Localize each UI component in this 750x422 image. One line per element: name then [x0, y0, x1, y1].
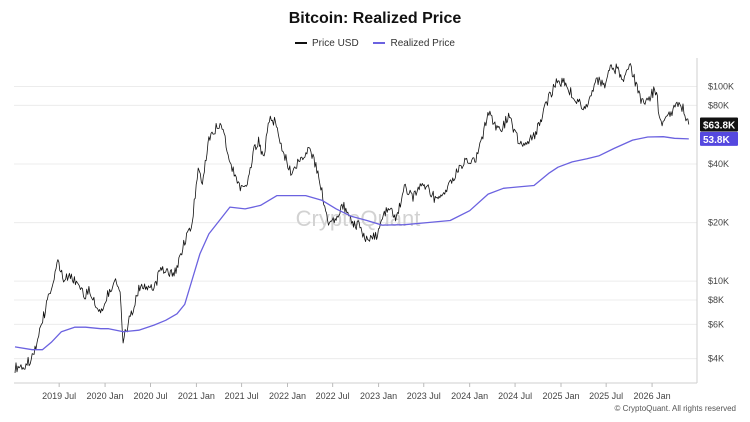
- y-tick-label: $40K: [708, 159, 729, 169]
- grid-lines: [14, 58, 698, 384]
- legend-label-price: Price USD: [312, 37, 359, 49]
- realized-value-badge: [700, 131, 738, 146]
- y-tick-label: $4K: [708, 354, 724, 364]
- x-tick-label: 2021 Jul: [225, 391, 259, 401]
- value-badges: $63.8K 53.8K: [700, 117, 738, 146]
- legend-label-realized: Realized Price: [390, 37, 455, 49]
- x-tick-label: 2022 Jul: [316, 391, 350, 401]
- legend-swatch-price: [295, 42, 308, 44]
- x-tick-label: 2020 Jul: [133, 391, 167, 401]
- y-tick-label: $8K: [708, 295, 724, 305]
- realized-price-line: [14, 136, 689, 351]
- realized-value-badge-text: 53.8K: [703, 135, 730, 146]
- chart-title: Bitcoin: Realized Price: [288, 10, 462, 27]
- legend-item-price[interactable]: Price USD: [295, 38, 359, 49]
- x-tick-label: 2024 Jan: [451, 391, 488, 401]
- y-tick-label: $80K: [708, 100, 729, 110]
- series-layer: [14, 63, 690, 373]
- x-tick-label: 2023 Jul: [407, 391, 441, 401]
- chart-legend: Price USD Realized Price: [0, 36, 750, 49]
- price-usd-line: [14, 63, 690, 373]
- y-axis: $4K $6K $8K $10K $20K $40K $80K $100K: [708, 81, 734, 363]
- price-value-badge: [700, 117, 738, 132]
- y-tick-label: $10K: [708, 276, 729, 286]
- x-tick-label: 2020 Jan: [87, 391, 124, 401]
- price-value-badge-text: $63.8K: [703, 120, 736, 131]
- x-tick-label: 2024 Jul: [498, 391, 532, 401]
- legend-swatch-realized: [373, 42, 386, 44]
- x-tick-label: 2019 Jul: [42, 391, 76, 401]
- x-tick-label: 2026 Jan: [634, 391, 671, 401]
- y-tick-label: $100K: [708, 81, 734, 91]
- x-tick-label: 2025 Jul: [589, 391, 623, 401]
- x-tick-label: 2025 Jan: [542, 391, 579, 401]
- legend-item-realized[interactable]: Realized Price: [373, 37, 455, 49]
- x-axis: 2019 Jul 2020 Jan 2020 Jul 2021 Jan 2021 Jul…: [42, 383, 671, 401]
- x-tick-label: 2023 Jan: [360, 391, 397, 401]
- x-tick-label: 2021 Jan: [178, 391, 215, 401]
- copyright-notice: © CryptoQuant. All rights reserved: [614, 404, 737, 413]
- y-tick-label: $6K: [708, 319, 724, 329]
- x-tick-label: 2022 Jan: [269, 391, 306, 401]
- y-tick-label: $20K: [708, 218, 729, 228]
